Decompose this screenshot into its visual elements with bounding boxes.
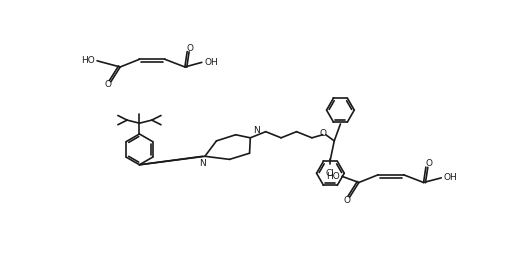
Text: OH: OH [204,58,218,67]
Text: Cl: Cl [326,169,335,178]
Text: O: O [320,129,327,139]
Text: O: O [187,44,194,53]
Text: HO: HO [326,172,339,181]
Text: HO: HO [81,56,95,65]
Text: OH: OH [444,173,458,182]
Text: O: O [426,159,433,169]
Text: O: O [104,80,111,89]
Text: N: N [199,159,206,168]
Text: O: O [343,196,350,205]
Text: N: N [253,126,260,135]
